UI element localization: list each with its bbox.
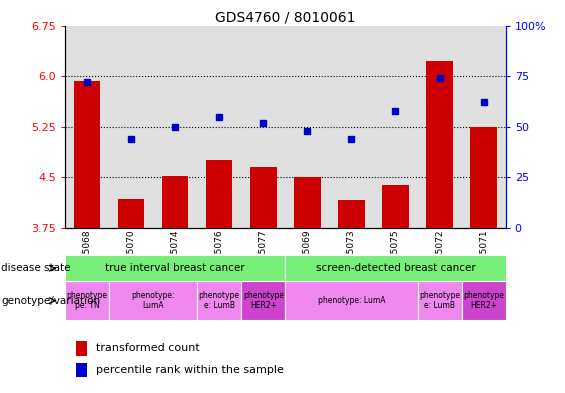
Bar — [162, 176, 188, 228]
Bar — [383, 185, 408, 228]
Bar — [373, 26, 418, 228]
Bar — [65, 26, 109, 228]
Text: phenotype
e: LumB: phenotype e: LumB — [419, 291, 460, 310]
Bar — [471, 127, 497, 228]
Bar — [338, 200, 364, 228]
Bar — [241, 26, 285, 228]
Title: GDS4760 / 8010061: GDS4760 / 8010061 — [215, 10, 355, 24]
Text: screen-detected breast cancer: screen-detected breast cancer — [316, 263, 475, 273]
Bar — [329, 26, 373, 228]
Bar — [427, 61, 453, 228]
Text: phenotype
pe: TN: phenotype pe: TN — [67, 291, 107, 310]
Bar — [109, 26, 153, 228]
Bar — [197, 281, 241, 320]
Bar — [294, 177, 320, 228]
Text: transformed count: transformed count — [95, 343, 199, 353]
Bar — [74, 81, 100, 228]
Bar — [153, 26, 197, 228]
Text: phenotype: LumA: phenotype: LumA — [318, 296, 385, 305]
Text: true interval breast cancer: true interval breast cancer — [105, 263, 245, 273]
Bar — [418, 26, 462, 228]
Bar — [76, 363, 87, 377]
Bar — [418, 281, 462, 320]
Bar — [285, 255, 506, 281]
Bar — [462, 26, 506, 228]
Text: disease state: disease state — [1, 263, 71, 273]
Bar — [65, 281, 109, 320]
Bar — [285, 281, 418, 320]
Bar — [109, 281, 197, 320]
Bar — [250, 167, 276, 228]
Bar — [76, 341, 87, 356]
Bar — [206, 160, 232, 228]
Bar — [118, 199, 144, 228]
Bar — [197, 26, 241, 228]
Bar — [462, 281, 506, 320]
Text: genotype/variation: genotype/variation — [1, 296, 100, 306]
Text: phenotype
e: LumB: phenotype e: LumB — [199, 291, 240, 310]
Text: phenotype:
LumA: phenotype: LumA — [132, 291, 175, 310]
Text: phenotype
HER2+: phenotype HER2+ — [243, 291, 284, 310]
Text: percentile rank within the sample: percentile rank within the sample — [95, 365, 284, 375]
Bar — [285, 26, 329, 228]
Bar — [65, 255, 285, 281]
Text: phenotype
HER2+: phenotype HER2+ — [463, 291, 504, 310]
Bar — [241, 281, 285, 320]
